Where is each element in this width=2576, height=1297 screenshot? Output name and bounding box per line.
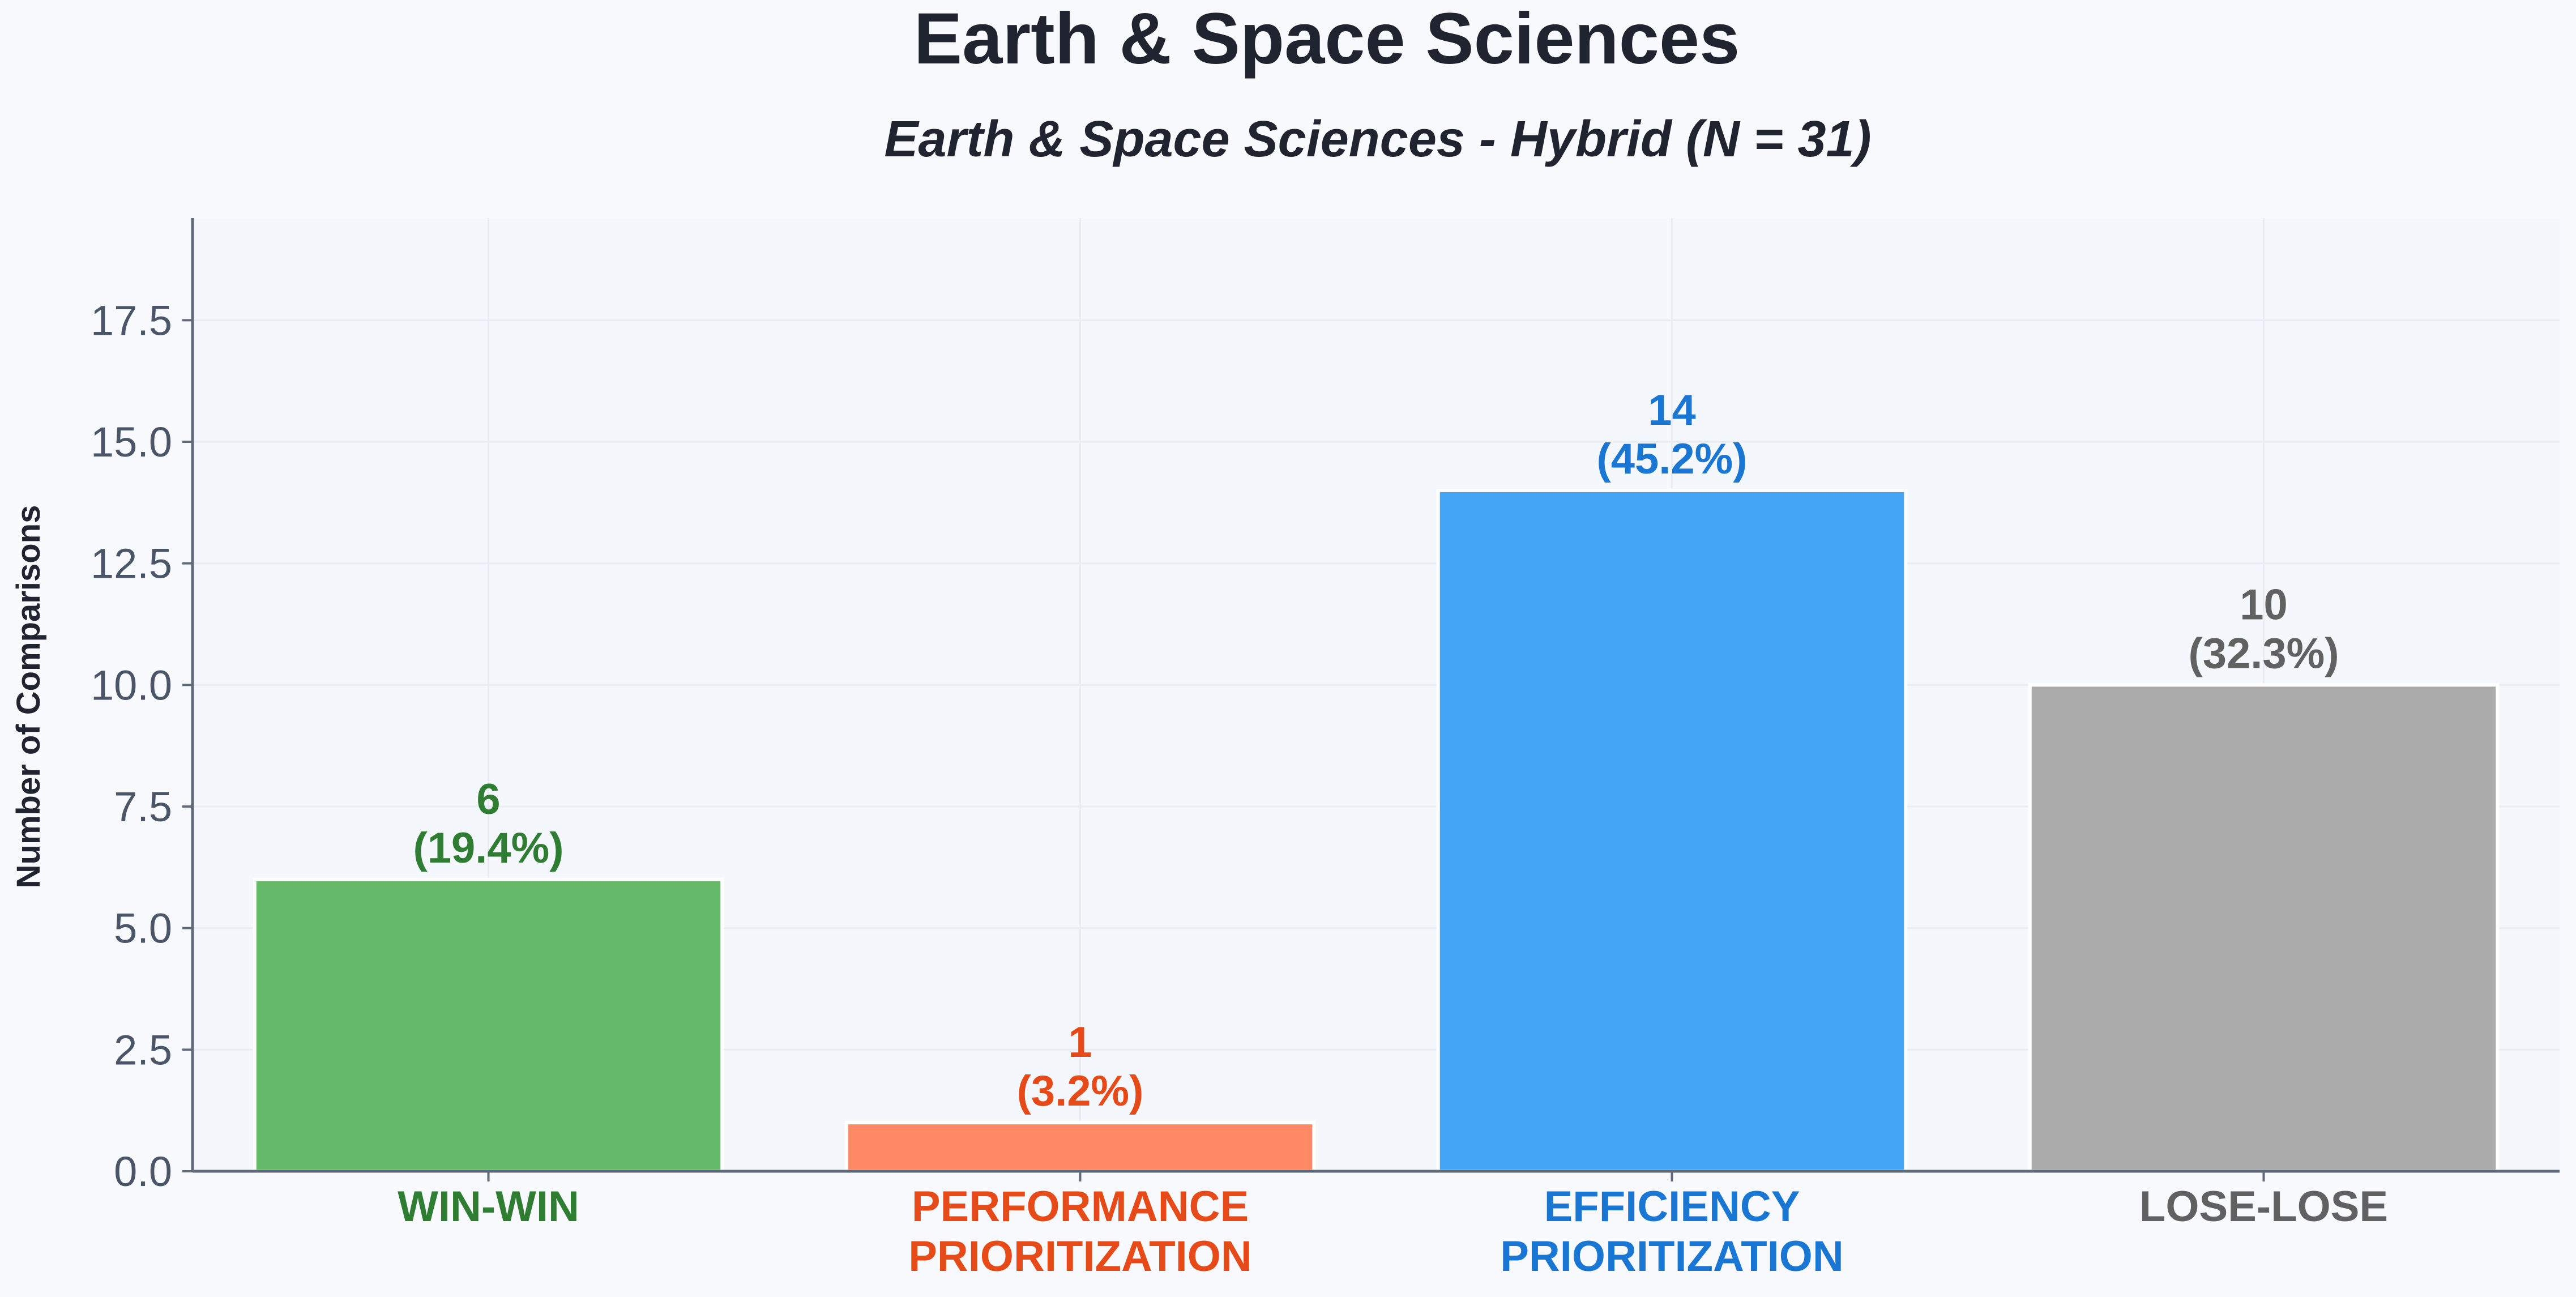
data-label-value: 10 — [2240, 581, 2288, 629]
data-label-percent: (32.3%) — [2188, 629, 2339, 677]
bars — [253, 488, 2500, 1174]
data-label-value: 1 — [1068, 1018, 1092, 1066]
y-tick-label: 17.5 — [91, 297, 172, 344]
data-label-value: 6 — [476, 775, 500, 824]
y-tick-label: 15.0 — [91, 419, 172, 466]
y-tick-label: 7.5 — [114, 783, 172, 830]
y-tick-label: 0.0 — [114, 1148, 172, 1195]
y-tick-label: 10.0 — [91, 662, 172, 709]
data-label-percent: (19.4%) — [413, 824, 563, 872]
chart-title: Earth & Space Sciences — [914, 0, 1740, 79]
bar — [844, 1121, 1316, 1174]
x-tick-label: PRIORITIZATION — [908, 1232, 1252, 1281]
x-tick-label: WIN-WIN — [398, 1183, 579, 1231]
x-tick-labels: WIN-WIN PERFORMANCEPRIORITIZATIONEFFICIEN… — [398, 1183, 2388, 1281]
x-tick-label: LOSE-LOSE — [2139, 1183, 2388, 1231]
x-tick-label: PRIORITIZATION — [1500, 1232, 1844, 1281]
data-label-value: 14 — [1648, 386, 1696, 434]
y-tick-label: 5.0 — [114, 905, 172, 952]
bar — [1436, 488, 1908, 1173]
data-label-percent: (3.2%) — [1017, 1067, 1144, 1115]
bar — [2028, 683, 2500, 1173]
y-tick-labels: 0.0 2.5 5.0 7.5 10.0 12.5 15.0 17.5 — [91, 297, 172, 1195]
bar — [253, 877, 724, 1173]
y-axis-label: Number of Comparisons — [10, 505, 47, 889]
data-labels: 6(19.4%) 1(3.2%) 14(45.2%) 10(32.3%) — [413, 386, 2339, 1115]
data-label-percent: (45.2%) — [1596, 435, 1747, 483]
y-tick-label: 2.5 — [114, 1026, 172, 1073]
x-tick-label: EFFICIENCY — [1544, 1183, 1800, 1231]
axes — [182, 218, 2560, 1181]
y-tick-label: 12.5 — [91, 540, 172, 587]
chart-subtitle: Earth & Space Sciences - Hybrid (N = 31) — [884, 111, 1871, 168]
x-tick-label: PERFORMANCE — [912, 1183, 1249, 1231]
